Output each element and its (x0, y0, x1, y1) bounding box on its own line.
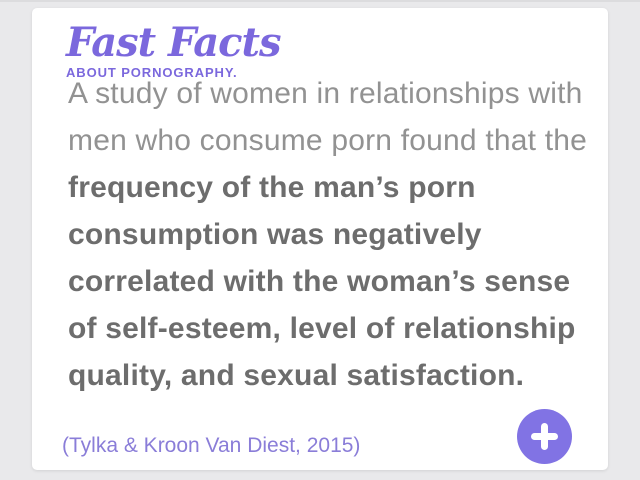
page-top-divider (0, 0, 640, 2)
logo-subtitle: ABOUT PORNOGRAPHY. (66, 65, 238, 80)
logo-title: Fast Facts (66, 19, 282, 66)
fact-emphasis: frequency of the man’s porn consumption … (68, 171, 576, 392)
add-button[interactable] (517, 409, 572, 464)
citation-text: (Tylka & Kroon Van Diest, 2015) (62, 434, 361, 457)
fact-card: Fast Facts ABOUT PORNOGRAPHY. A study of… (32, 8, 608, 470)
fast-facts-logo: Fast Facts ABOUT PORNOGRAPHY. (66, 19, 282, 81)
fact-intro: A study of women in relationships with m… (68, 77, 587, 157)
plus-icon (541, 423, 548, 450)
fact-text: A study of women in relationships with m… (68, 70, 592, 399)
